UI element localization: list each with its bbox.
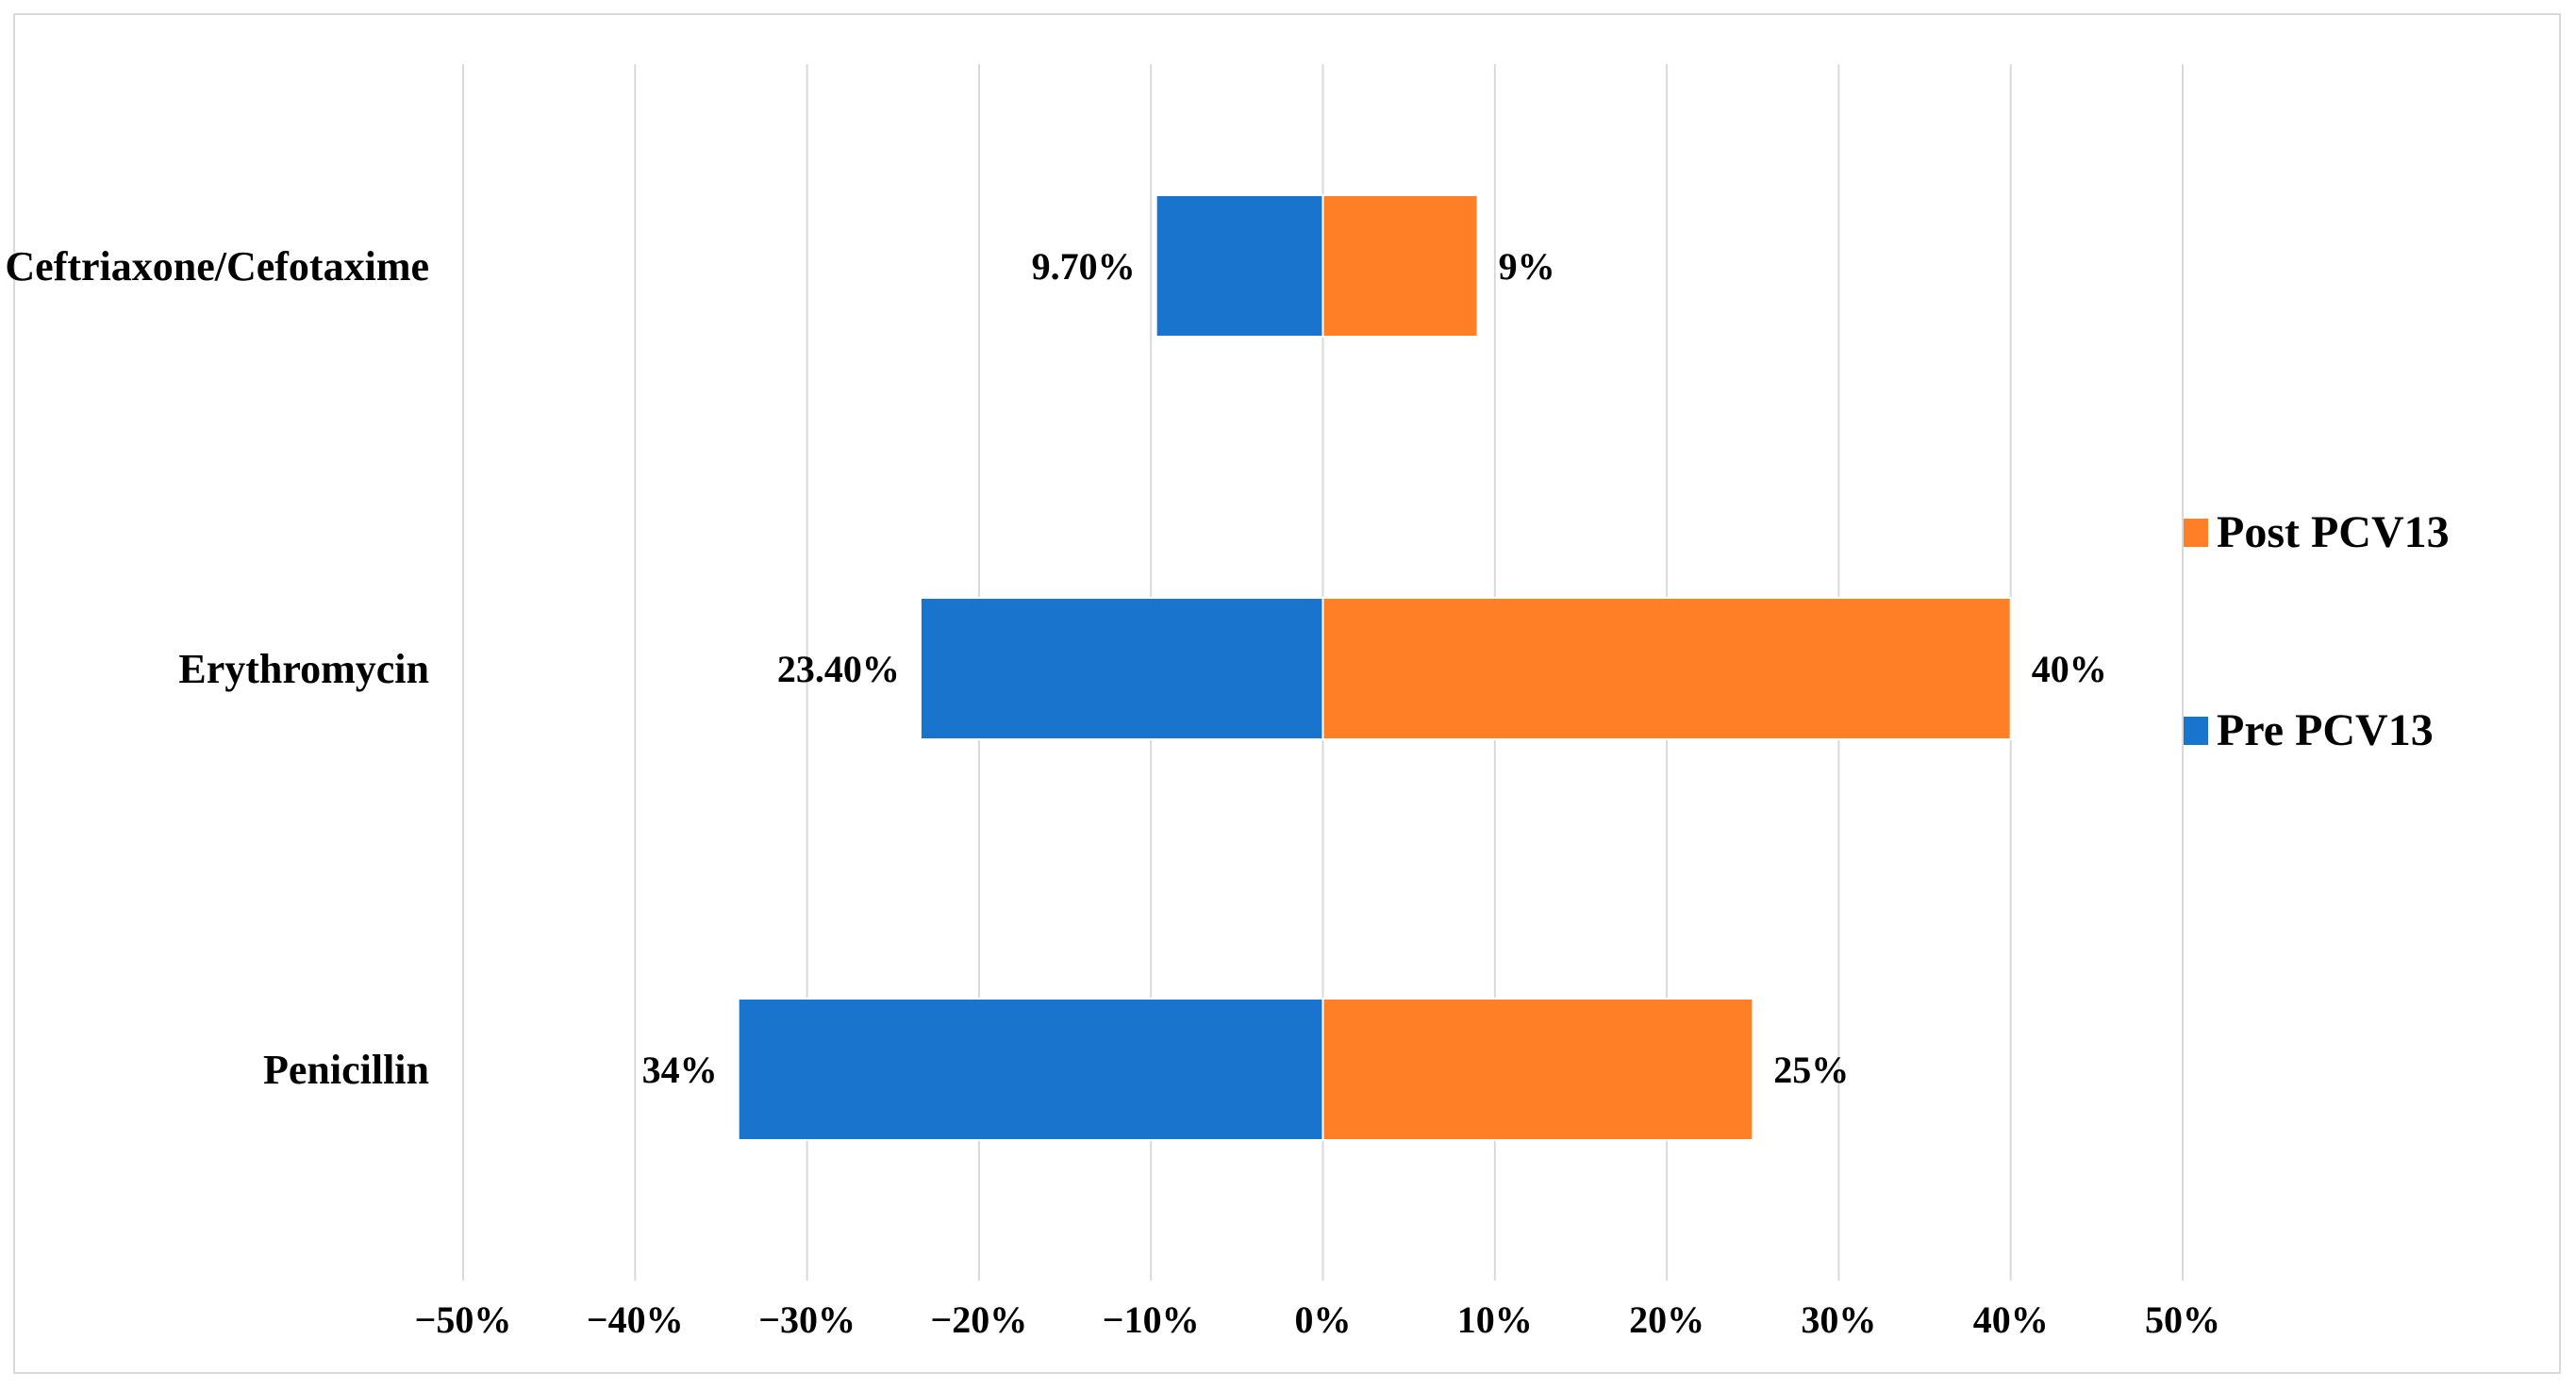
x-tick-label: −30% — [758, 1298, 856, 1341]
pre-bar — [737, 998, 1324, 1141]
x-tick-label: −40% — [587, 1298, 684, 1341]
legend-label: Post PCV13 — [2217, 507, 2450, 557]
x-tick-label: 0% — [1295, 1298, 1352, 1341]
data-labels: 9.70% 23.40% 34% 9% 40% 25% — [642, 245, 2107, 1091]
post-bar — [1321, 194, 1479, 338]
post-bar — [1321, 998, 1754, 1141]
x-tick-label: −50% — [415, 1298, 512, 1341]
data-label: 34% — [642, 1049, 718, 1091]
x-tick-labels: −50% −40% −30% −20% −10% 0% 10% 20% 30% 40% 50% — [415, 1298, 2220, 1341]
category-label: Ceftriaxone/Cefotaxime — [5, 243, 429, 289]
data-label: 9.70% — [1032, 245, 1136, 288]
x-tick-label: 20% — [1629, 1298, 1704, 1341]
pre-bar — [1155, 194, 1324, 338]
x-tick-label: 30% — [1801, 1298, 1876, 1341]
x-tick-label: 10% — [1457, 1298, 1533, 1341]
legend-label: Pre PCV13 — [2217, 705, 2434, 755]
pre-bar — [919, 597, 1324, 740]
data-label: 9% — [1499, 245, 1555, 288]
bars — [737, 194, 2012, 1141]
data-label: 23.40% — [777, 648, 900, 690]
category-label: Erythromycin — [178, 646, 429, 692]
post-bar — [1321, 597, 2012, 740]
legend-swatch — [2184, 717, 2208, 745]
data-label: 40% — [2032, 648, 2107, 690]
category-label: Penicillin — [263, 1047, 429, 1093]
category-labels: Ceftriaxone/Cefotaxime Erythromycin Penici… — [5, 243, 429, 1093]
x-tick-label: −10% — [1103, 1298, 1200, 1341]
x-tick-label: −20% — [931, 1298, 1028, 1341]
x-tick-label: 50% — [2145, 1298, 2220, 1341]
x-tick-label: 40% — [1973, 1298, 2049, 1341]
legend-swatch — [2184, 519, 2208, 547]
legend: Post PCV13 Pre PCV13 — [2184, 507, 2450, 755]
data-label: 25% — [1773, 1049, 1849, 1091]
